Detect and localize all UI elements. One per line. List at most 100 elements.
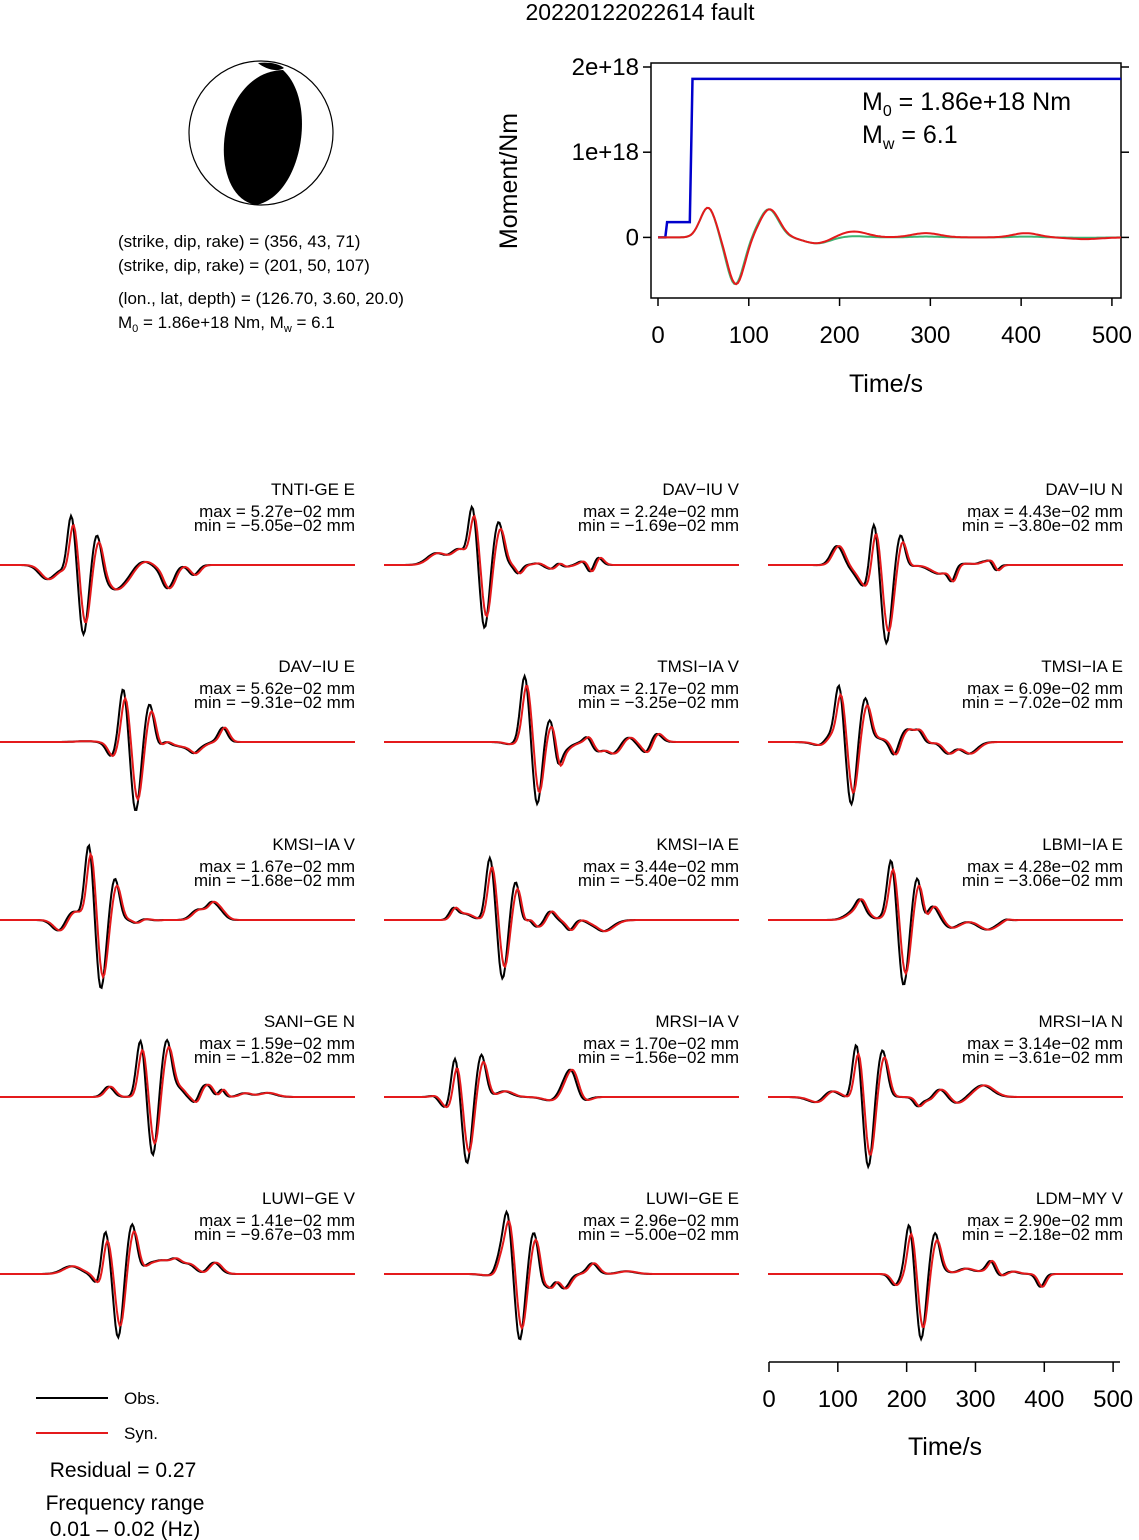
- legend-obs-label: Obs.: [124, 1389, 160, 1408]
- station-max-value: max = 1.67e−02 mm: [199, 857, 355, 876]
- station-label: KMSI−IA V: [272, 835, 355, 854]
- station-min-value: min = −3.80e−02 mm: [962, 516, 1123, 535]
- plane1-text: (strike, dip, rake) = (356, 43, 71): [118, 232, 360, 251]
- station-max-value: max = 5.62e−02 mm: [199, 679, 355, 698]
- synthetic-waveform: [0, 1230, 355, 1328]
- stf-y-axis-label: Moment/Nm: [495, 113, 523, 249]
- station-label: TMSI−IA E: [1041, 657, 1123, 676]
- station-min-value: min = −1.69e−02 mm: [578, 516, 739, 535]
- synthetic-waveform: [768, 1051, 1123, 1156]
- synthetic-waveform: [0, 523, 355, 624]
- station-max-value: max = 5.27e−02 mm: [199, 502, 355, 521]
- synthetic-waveform: [0, 695, 355, 802]
- wave-x-tick-label: 500: [1093, 1386, 1133, 1413]
- stf-x-ticks: 0 100 200 300 400 500: [651, 298, 1132, 349]
- station-max-value: max = 2.24e−02 mm: [583, 502, 739, 521]
- wave-x-tick-label: 0: [762, 1386, 775, 1413]
- station-min-value: min = −5.05e−02 mm: [194, 516, 355, 535]
- legend: Obs. Syn.: [36, 1389, 160, 1443]
- focal-mechanism-beachball: [188, 60, 334, 206]
- observed-waveform: [768, 522, 1123, 646]
- station-min-value: min = −1.68e−02 mm: [194, 871, 355, 890]
- station-label: TNTI-GE E: [271, 480, 355, 499]
- station-label: DAV−IU E: [278, 657, 355, 676]
- synthetic-waveform: [768, 867, 1123, 977]
- station-max-value: max = 3.14e−02 mm: [967, 1034, 1123, 1053]
- station-max-value: max = 2.96e−02 mm: [583, 1211, 739, 1230]
- station-max-value: max = 3.44e−02 mm: [583, 857, 739, 876]
- stf-y-ticks: 2e+18 1e+18 0: [572, 54, 1129, 251]
- plane2-text: (strike, dip, rake) = (201, 50, 107): [118, 256, 370, 275]
- source-time-function-panel: Moment/Nm Time/s 2e+18 1e+18 0 0 100 200 300 4…: [495, 54, 1132, 398]
- stf-x-tick-label: 500: [1092, 322, 1132, 349]
- observed-waveform: [384, 1052, 739, 1165]
- legend-syn-label: Syn.: [124, 1424, 158, 1443]
- station-min-value: min = −5.00e−02 mm: [578, 1225, 739, 1244]
- synthetic-waveform: [0, 1045, 355, 1146]
- wave-x-axis-label: Time/s: [908, 1433, 982, 1461]
- station-min-value: min = −2.18e−02 mm: [962, 1225, 1123, 1244]
- stf-y-tick-label: 1e+18: [572, 139, 639, 166]
- station-label: DAV−IU V: [662, 480, 739, 499]
- synthetic-waveform: [384, 514, 739, 618]
- synthetic-waveform: [768, 1231, 1123, 1328]
- stf-x-tick-label: 0: [651, 322, 664, 349]
- station-max-value: max = 1.41e−02 mm: [199, 1211, 355, 1230]
- station-label: KMSI−IA E: [656, 835, 739, 854]
- synthetic-waveform: [384, 866, 739, 969]
- wave-x-tick-label: 100: [818, 1386, 858, 1413]
- synthetic-waveform: [768, 533, 1123, 633]
- synthetic-waveform: [384, 685, 739, 794]
- synthetic-waveform: [0, 851, 355, 980]
- station-label: SANI−GE N: [264, 1012, 355, 1031]
- station-max-value: max = 2.17e−02 mm: [583, 679, 739, 698]
- station-min-value: min = −5.40e−02 mm: [578, 871, 739, 890]
- stf-x-tick-label: 300: [910, 322, 950, 349]
- stf-red-trace: [658, 206, 1122, 286]
- stf-plot-frame: [650, 62, 1122, 299]
- station-label: LDM−MY V: [1036, 1189, 1124, 1208]
- frequency-range-value: 0.01 – 0.02 (Hz): [50, 1518, 201, 1540]
- synthetic-waveform: [384, 1220, 739, 1331]
- wave-x-tick-label: 200: [887, 1386, 927, 1413]
- station-max-value: max = 4.28e−02 mm: [967, 857, 1123, 876]
- station-label: LBMI−IA E: [1042, 835, 1123, 854]
- wave-x-tick-label: 400: [1024, 1386, 1064, 1413]
- location-text: (lon., lat, depth) = (126.70, 3.60, 20.0…: [118, 289, 404, 308]
- stf-x-tick-label: 400: [1001, 322, 1041, 349]
- station-label: LUWI−GE V: [262, 1189, 356, 1208]
- station-min-value: min = −9.31e−02 mm: [194, 693, 355, 712]
- station-max-value: max = 4.43e−02 mm: [967, 502, 1123, 521]
- mechanism-info: (strike, dip, rake) = (356, 43, 71) (str…: [118, 232, 404, 335]
- station-label: MRSI−IA N: [1038, 1012, 1123, 1031]
- station-min-value: min = −1.56e−02 mm: [578, 1048, 739, 1067]
- wave-x-tick-label: 300: [955, 1386, 995, 1413]
- station-max-value: max = 1.59e−02 mm: [199, 1034, 355, 1053]
- moment-text: M0 = 1.86e+18 Nm, Mw = 6.1: [118, 313, 335, 335]
- station-min-value: min = −3.06e−02 mm: [962, 871, 1123, 890]
- station-min-value: min = −3.25e−02 mm: [578, 693, 739, 712]
- stf-green-trace: [658, 206, 1121, 285]
- station-label: LUWI−GE E: [646, 1189, 739, 1208]
- station-label: MRSI−IA V: [655, 1012, 739, 1031]
- stf-m0-annotation: M0 = 1.86e+18 Nm: [862, 88, 1071, 120]
- station-min-value: min = −1.82e−02 mm: [194, 1048, 355, 1067]
- frequency-range-title: Frequency range: [46, 1492, 205, 1515]
- synthetic-waveform: [384, 1061, 739, 1154]
- stf-x-axis-label: Time/s: [849, 370, 923, 398]
- stf-y-tick-label: 0: [626, 224, 639, 251]
